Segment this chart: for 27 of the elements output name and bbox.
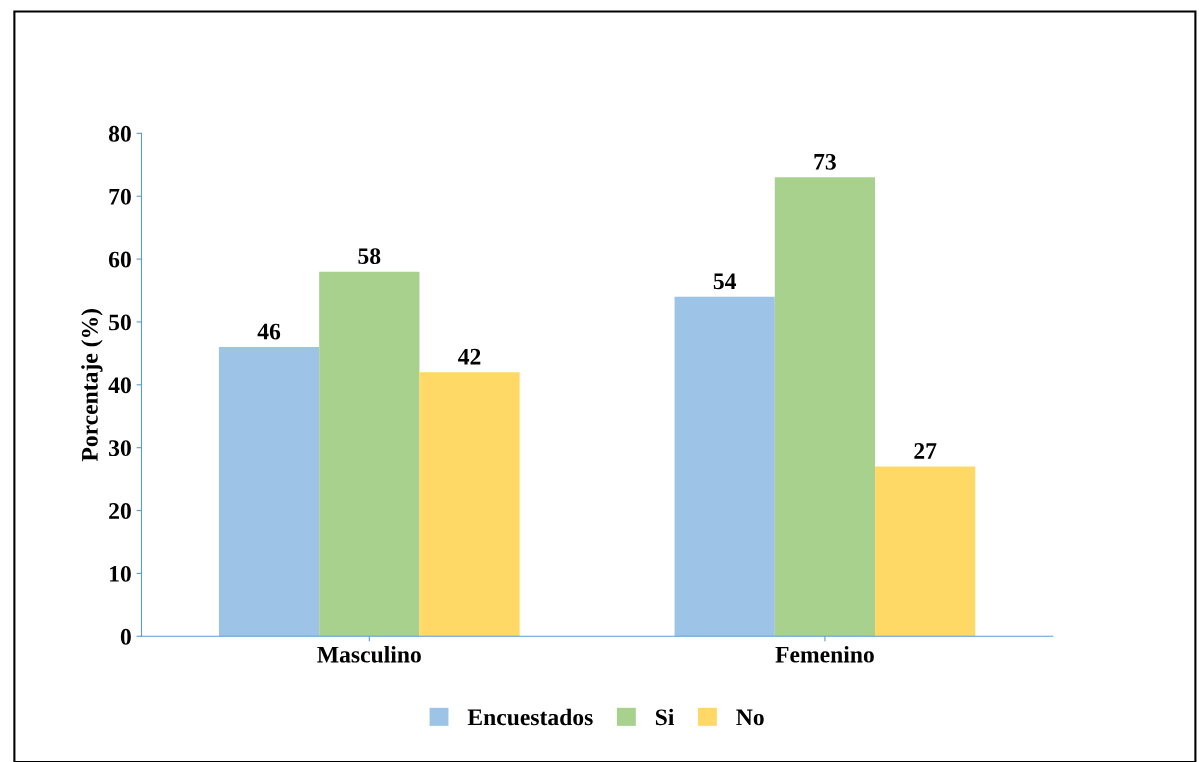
bar: [875, 466, 976, 637]
y-tick-label: 10: [110, 565, 131, 582]
data-label: 54: [713, 273, 737, 290]
bar: [419, 372, 520, 637]
y-tick-label: 80: [108, 125, 131, 142]
y-tick-label: 0: [120, 628, 131, 645]
y-tick-label: 30: [109, 440, 131, 457]
y-tick-label: 40: [108, 377, 131, 394]
legend-label: Si: [655, 708, 675, 726]
x-tick-label: Masculino: [317, 645, 421, 663]
data-label: 27: [914, 443, 937, 459]
bar: [319, 271, 420, 637]
legend-label: Encuestados: [467, 708, 593, 726]
data-label: 42: [458, 348, 481, 365]
bar: [218, 347, 320, 637]
bar: [674, 296, 775, 637]
data-label: 73: [814, 153, 836, 170]
y-axis-title: Porcentaje (%): [81, 309, 103, 462]
y-tick-label: 50: [109, 314, 131, 331]
x-tick-label: Femenino: [775, 645, 874, 663]
data-label: 46: [257, 323, 281, 340]
y-tick-label: 70: [109, 188, 131, 205]
y-tick-label: 20: [109, 503, 131, 519]
legend-label: No: [736, 709, 764, 726]
y-tick-label: 60: [108, 251, 131, 268]
bar: [774, 177, 876, 637]
data-label: 58: [358, 248, 381, 265]
